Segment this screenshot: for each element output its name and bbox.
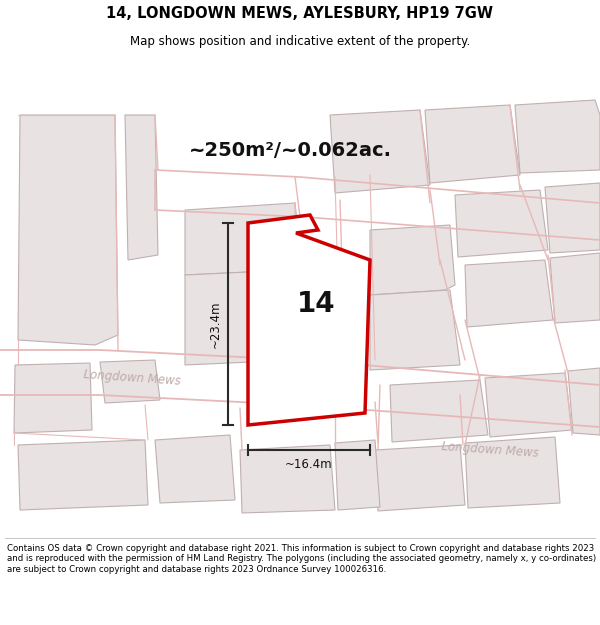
Text: Contains OS data © Crown copyright and database right 2021. This information is : Contains OS data © Crown copyright and d… <box>7 544 596 574</box>
Polygon shape <box>390 380 488 442</box>
Polygon shape <box>14 363 92 433</box>
Text: ~16.4m: ~16.4m <box>285 458 333 471</box>
Polygon shape <box>465 437 560 508</box>
Text: 14, LONGDOWN MEWS, AYLESBURY, HP19 7GW: 14, LONGDOWN MEWS, AYLESBURY, HP19 7GW <box>107 6 493 21</box>
Polygon shape <box>100 360 160 403</box>
Polygon shape <box>330 110 430 193</box>
Polygon shape <box>155 170 600 240</box>
Polygon shape <box>0 350 600 425</box>
Polygon shape <box>125 115 158 260</box>
Polygon shape <box>550 253 600 323</box>
Polygon shape <box>545 183 600 253</box>
Text: ~23.4m: ~23.4m <box>209 300 221 348</box>
Polygon shape <box>465 260 553 327</box>
Polygon shape <box>568 368 600 435</box>
Text: Map shows position and indicative extent of the property.: Map shows position and indicative extent… <box>130 35 470 48</box>
Polygon shape <box>248 215 370 425</box>
Polygon shape <box>375 445 465 511</box>
Text: ~250m²/~0.062ac.: ~250m²/~0.062ac. <box>188 141 392 159</box>
Polygon shape <box>485 373 572 437</box>
Polygon shape <box>370 290 460 370</box>
Polygon shape <box>18 440 148 510</box>
Polygon shape <box>425 105 520 183</box>
Text: Longdown Mews: Longdown Mews <box>83 368 181 388</box>
Polygon shape <box>370 225 455 295</box>
Polygon shape <box>185 203 300 275</box>
Text: 14: 14 <box>296 289 335 318</box>
Polygon shape <box>155 435 235 503</box>
Polygon shape <box>455 190 548 257</box>
Text: Longdown Mews: Longdown Mews <box>441 440 539 460</box>
Polygon shape <box>515 100 600 173</box>
Polygon shape <box>18 115 118 345</box>
Polygon shape <box>240 445 335 513</box>
Polygon shape <box>185 270 295 365</box>
Polygon shape <box>335 440 380 510</box>
